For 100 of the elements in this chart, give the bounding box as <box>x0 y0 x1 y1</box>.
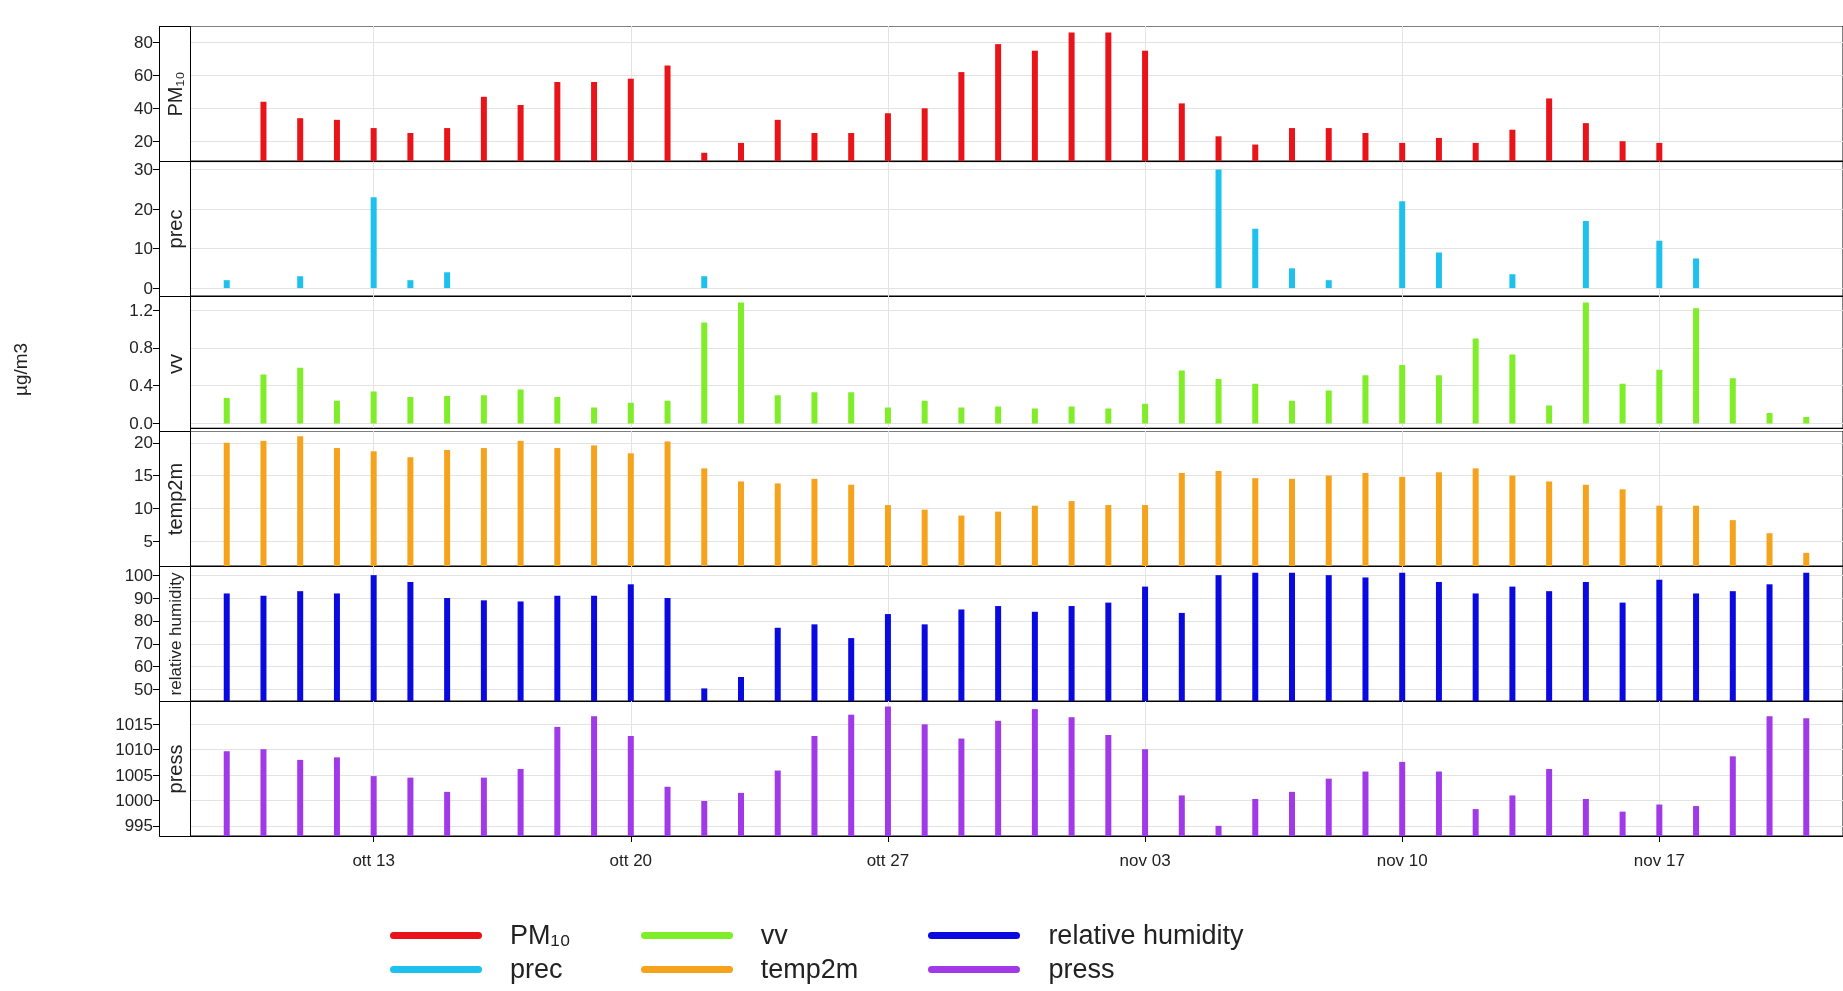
bar <box>1472 338 1479 424</box>
y-tick-label: 0 <box>143 278 153 298</box>
bar <box>1215 169 1222 289</box>
bar <box>1509 354 1516 424</box>
legend-label: press <box>1048 953 1115 985</box>
bar <box>958 407 965 424</box>
text: temp2m <box>163 462 186 535</box>
y-tick-label: 20 <box>134 433 153 453</box>
y-tick-label: 1010 <box>115 740 153 760</box>
legend-label: vv <box>760 919 788 951</box>
bar <box>1729 378 1736 424</box>
bar <box>1289 400 1295 424</box>
bar <box>444 396 451 424</box>
y-tick-label: 995 <box>124 816 153 836</box>
y-tick-label: 0.0 <box>129 414 153 433</box>
x-tick-label: ott 13 <box>352 851 395 870</box>
bar <box>1435 252 1442 289</box>
y-tick-label: 100 <box>124 565 153 585</box>
bar <box>1656 369 1663 424</box>
bar <box>517 389 524 424</box>
y-tick-label: 40 <box>134 98 153 118</box>
bar <box>1582 220 1589 289</box>
legend-label: prec <box>510 953 563 985</box>
bar <box>884 407 891 424</box>
bar <box>995 406 1002 424</box>
bar <box>370 391 377 424</box>
bar <box>1546 405 1553 424</box>
y-tick-label: 1015 <box>115 714 153 734</box>
bar <box>1215 379 1222 424</box>
x-tick-label: ott 27 <box>866 851 910 870</box>
y-axis-title: µg/m3 <box>10 342 32 396</box>
text: vv <box>163 353 186 374</box>
bar <box>1399 201 1406 289</box>
legend-label: relative humidity <box>1048 919 1244 951</box>
bar <box>333 400 340 424</box>
y-tick-label: 15 <box>134 466 153 486</box>
bar <box>1693 258 1700 289</box>
bar <box>370 197 377 289</box>
y-tick-label: 20 <box>134 199 153 219</box>
bar <box>297 367 304 424</box>
bar <box>848 392 855 424</box>
y-tick-label: 20 <box>134 131 153 151</box>
y-tick-label: 0.8 <box>129 338 153 358</box>
legend-label: temp2m <box>760 953 859 985</box>
bar <box>223 398 230 424</box>
bar <box>1509 274 1516 289</box>
x-tick-label: nov 17 <box>1633 851 1685 870</box>
bar <box>591 407 598 424</box>
bar <box>738 302 744 424</box>
bar <box>1803 416 1810 424</box>
y-tick-label: 1000 <box>115 790 153 810</box>
y-tick-label: 60 <box>134 65 153 85</box>
bar <box>1105 408 1112 424</box>
bar <box>921 400 928 424</box>
x-tick-label: nov 03 <box>1119 851 1171 870</box>
x-tick-label: nov 10 <box>1376 851 1428 870</box>
text: relative humidity <box>165 572 184 695</box>
bar <box>1142 403 1149 424</box>
bar <box>444 272 451 289</box>
y-tick-label: 70 <box>134 634 153 654</box>
y-tick-label: 1.2 <box>129 300 153 320</box>
bar <box>1766 413 1773 424</box>
y-tick-label: 60 <box>134 657 153 677</box>
bar <box>1068 406 1075 424</box>
bar <box>1252 228 1259 289</box>
bar <box>1399 364 1406 424</box>
y-tick-label: 50 <box>134 680 153 700</box>
y-tick-label: 80 <box>134 32 153 52</box>
y-tick-label: 10 <box>134 239 153 259</box>
bar <box>1435 375 1442 424</box>
bar <box>1325 390 1332 424</box>
y-tick-label: 30 <box>134 160 153 179</box>
bar <box>1325 280 1332 289</box>
bar <box>1289 268 1295 289</box>
y-tick-label: 1005 <box>115 765 153 785</box>
bar <box>1031 408 1038 424</box>
bar <box>480 395 487 424</box>
bar <box>1252 383 1259 424</box>
bar <box>701 322 708 424</box>
bar <box>1178 370 1185 424</box>
bar <box>554 397 561 424</box>
text: prec <box>163 209 186 248</box>
y-tick-label: 80 <box>134 611 153 631</box>
y-tick-label: 10 <box>134 498 153 518</box>
bar <box>1693 308 1700 424</box>
y-tick-label: 90 <box>134 588 153 608</box>
bar <box>297 276 304 289</box>
bar <box>407 280 414 289</box>
bar <box>1619 383 1626 424</box>
y-tick-label: 0.4 <box>129 376 153 396</box>
bar <box>1362 375 1369 424</box>
bar <box>774 395 781 424</box>
x-tick-label: ott 20 <box>609 851 653 870</box>
bar <box>627 402 634 424</box>
bar <box>407 397 414 424</box>
bar <box>260 374 267 424</box>
text: PM₁₀ <box>163 70 186 117</box>
text: press <box>163 744 186 793</box>
bar <box>223 280 230 289</box>
bar <box>811 392 818 424</box>
